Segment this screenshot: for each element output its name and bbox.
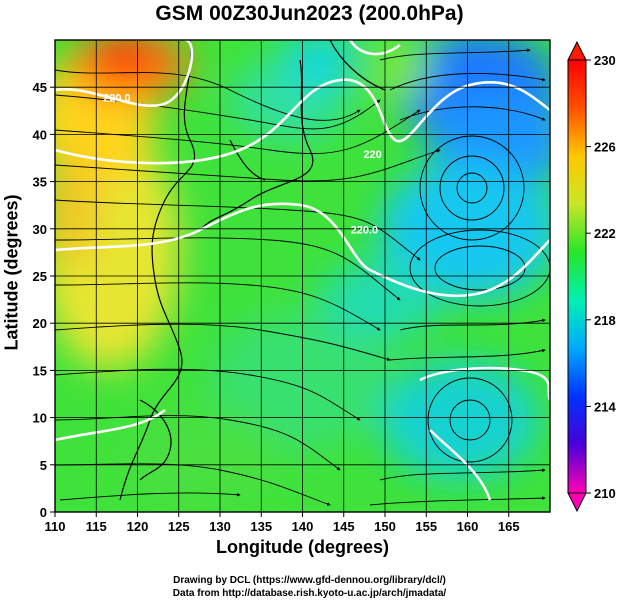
colorbar-tick-label: 214 (594, 399, 616, 414)
page-title: GSM 00Z30Jun2023 (200.0hPa) (155, 2, 464, 25)
colorbar-tick-label: 210 (594, 486, 616, 501)
contour-label: 220 (363, 149, 381, 161)
x-axis-ticks: 110 115 120 125 130 135 140 145 150 155 160 165 (45, 512, 520, 534)
y-tick-label: 5 (40, 458, 47, 473)
x-tick-label: 135 (250, 519, 272, 534)
colorbar-tick-label: 218 (594, 313, 616, 328)
y-tick-label: 0 (40, 505, 47, 520)
y-tick-label: 15 (33, 363, 47, 378)
colorbar-body (567, 59, 587, 494)
streamlines (55, 48, 550, 506)
x-tick-label: 130 (209, 519, 231, 534)
colorbar: 210 214 218 222 226 230 (567, 40, 616, 513)
contour-label: 220.0 (103, 92, 131, 104)
y-tick-label: 40 (33, 127, 47, 142)
x-tick-label: 140 (292, 519, 314, 534)
y-axis-label: Latitude (degrees) (1, 194, 22, 351)
colorbar-top-arrow (567, 40, 587, 61)
colorbar-tick-label: 222 (594, 226, 616, 241)
colorbar-ticks: 210 214 218 222 226 230 (586, 53, 616, 501)
x-tick-label: 120 (127, 519, 149, 534)
y-axis-ticks: 0 5 10 15 20 25 30 35 40 45 (33, 80, 55, 520)
credit-line-drawing: Drawing by DCL (https://www.gfd-dennou.o… (173, 575, 446, 586)
x-tick-label: 110 (45, 519, 66, 534)
grid-lines (55, 40, 550, 512)
colorbar-tick-label: 230 (594, 53, 616, 68)
x-tick-label: 145 (333, 519, 355, 534)
x-tick-label: 115 (86, 519, 107, 534)
x-tick-label: 125 (168, 519, 190, 534)
y-tick-label: 30 (33, 222, 47, 237)
y-tick-label: 20 (33, 316, 47, 331)
contour-label: 220.0 (351, 225, 379, 237)
x-tick-label: 155 (415, 519, 437, 534)
y-tick-label: 35 (33, 175, 47, 190)
x-tick-label: 150 (374, 519, 396, 534)
x-axis-label: Longitude (degrees) (215, 537, 389, 557)
x-tick-label: 165 (498, 519, 520, 534)
y-tick-label: 25 (33, 269, 47, 284)
colorbar-tick-label: 226 (594, 140, 616, 155)
contour-labels: 220.0 220 220.0 (103, 92, 382, 236)
y-tick-label: 45 (33, 80, 47, 95)
y-tick-label: 10 (33, 411, 47, 426)
x-tick-label: 160 (457, 519, 479, 534)
credit-line-data: Data from http://database.rish.kyoto-u.a… (172, 588, 447, 599)
colorbar-bottom-arrow (567, 492, 587, 513)
